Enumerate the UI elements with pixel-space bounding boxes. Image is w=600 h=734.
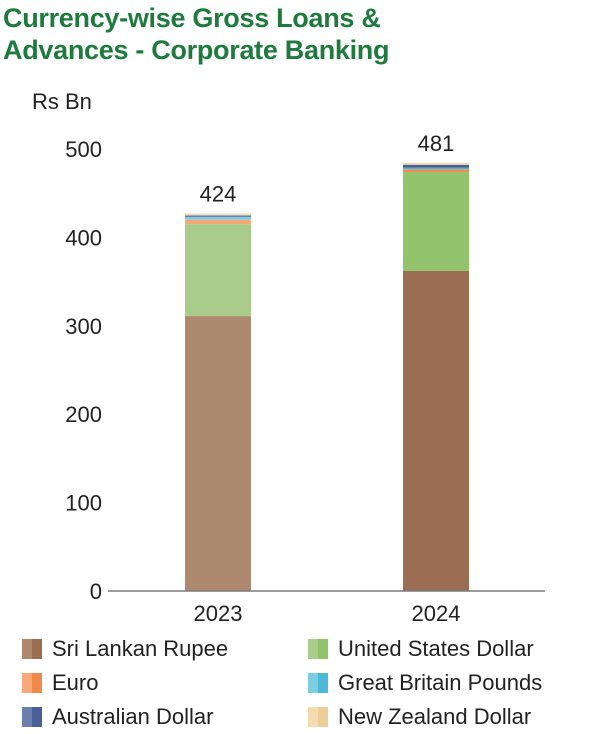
legend-label: Great Britain Pounds (338, 670, 543, 695)
legend-item: Euro (22, 666, 308, 700)
bar-segment (403, 163, 469, 165)
x-tick-label: 2023 (194, 601, 243, 626)
legend-item: New Zealand Dollar (308, 700, 598, 734)
bar-segment (403, 164, 469, 168)
y-tick-label: 200 (65, 402, 102, 427)
y-tick-label: 500 (65, 137, 102, 162)
bar-segment (185, 316, 251, 591)
legend-item: Australian Dollar (22, 700, 308, 734)
legend-item: Sri Lankan Rupee (22, 632, 308, 666)
y-tick-label: 100 (65, 491, 102, 516)
bar-segment (403, 167, 469, 170)
bar-segment (185, 215, 251, 218)
legend-swatch (308, 673, 328, 693)
legend-swatch (22, 673, 42, 693)
x-axis: 2023 2024 (108, 590, 545, 626)
bar-segment (185, 217, 251, 220)
bar-segment (403, 169, 469, 172)
chart-title: Currency-wise Gross Loans & Advances - C… (3, 2, 593, 66)
legend-swatch (308, 639, 328, 659)
y-tick-label: 300 (65, 314, 102, 339)
legend-item: United States Dollar (308, 632, 598, 666)
legend: Sri Lankan Rupee United States Dollar Euro… (22, 632, 600, 734)
legend-label: Sri Lankan Rupee (52, 636, 229, 661)
chart-title-line-2: Advances - Corporate Banking (3, 35, 390, 65)
bar-segment (185, 224, 251, 317)
legend-swatch (308, 707, 328, 727)
bar-segment (185, 213, 251, 216)
chart-title-line-1: Currency-wise Gross Loans & (3, 3, 381, 33)
legend-swatch (22, 639, 42, 659)
x-tick-label: 2024 (412, 601, 461, 626)
legend-label: Australian Dollar (52, 704, 214, 729)
y-axis-unit-label: Rs Bn (32, 89, 92, 114)
bar-segment (403, 171, 469, 271)
legend-label: New Zealand Dollar (338, 704, 532, 729)
legend-label: United States Dollar (338, 636, 534, 661)
bar-total-label: 424 (200, 182, 237, 207)
legend-label: Euro (52, 670, 99, 695)
bar-segment (185, 219, 251, 225)
legend-item: Great Britain Pounds (308, 666, 598, 700)
legend-swatch (22, 707, 42, 727)
stacked-bar-chart: Rs Bn 0 100 200 300 400 500 424 481 2023 2024 (32, 89, 545, 626)
bar-segment (403, 270, 469, 591)
y-tick-label: 0 (90, 579, 102, 604)
y-axis: Rs Bn 0 100 200 300 400 500 (32, 89, 102, 604)
y-tick-label: 400 (65, 225, 102, 250)
bar-total-label: 481 (418, 131, 455, 156)
bars: 424 481 (185, 131, 469, 591)
